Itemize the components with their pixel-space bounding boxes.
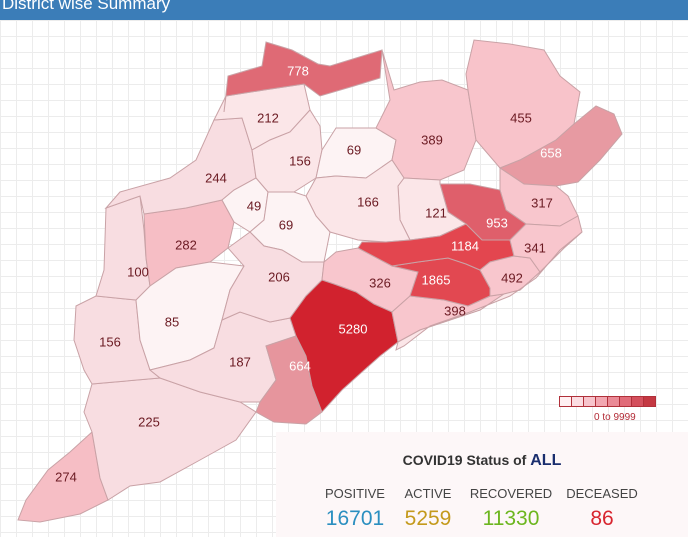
label-212: 212 — [257, 110, 279, 125]
stat-deceased-value: 86 — [590, 507, 614, 530]
color-scale-legend — [559, 396, 656, 407]
stat-recovered-value: 11330 — [482, 507, 540, 530]
stat-deceased: DECEASED 86 — [560, 486, 644, 531]
label-455: 455 — [510, 110, 532, 125]
label-5280: 5280 — [339, 321, 368, 336]
label-156-south: 156 — [99, 334, 121, 349]
district-100[interactable] — [95, 195, 151, 301]
status-title-text: COVID19 Status of — [402, 452, 527, 468]
stat-active: ACTIVE 5259 — [390, 486, 466, 531]
label-100: 100 — [127, 264, 149, 279]
legend-swatch-8 — [644, 397, 655, 406]
label-85: 85 — [165, 314, 179, 329]
page-header: District wise Summary — [0, 0, 688, 20]
label-658: 658 — [540, 145, 562, 160]
label-317: 317 — [531, 195, 553, 210]
status-panel: COVID19 Status of ALL POSITIVE 16701 ACT… — [276, 432, 688, 537]
label-664: 664 — [289, 358, 311, 373]
stat-recovered: RECOVERED 11330 — [464, 486, 558, 531]
district-389[interactable] — [375, 49, 477, 181]
label-225: 225 — [138, 414, 160, 429]
label-69-central: 69 — [279, 217, 293, 232]
legend-swatch-5 — [608, 397, 620, 406]
label-244: 244 — [205, 170, 227, 185]
legend-swatch-6 — [620, 397, 632, 406]
label-49: 49 — [247, 198, 261, 213]
stat-active-label: ACTIVE — [404, 486, 452, 501]
label-69-north: 69 — [347, 142, 361, 157]
district-5280[interactable] — [289, 279, 399, 413]
status-selection: ALL — [530, 452, 562, 469]
label-778: 778 — [287, 63, 309, 78]
label-166: 166 — [357, 194, 379, 209]
stat-active-value: 5259 — [404, 507, 452, 530]
district-658[interactable] — [498, 105, 623, 187]
district-coastal-strip — [395, 231, 583, 351]
stat-positive-label: POSITIVE — [325, 486, 385, 501]
label-389: 389 — [421, 132, 443, 147]
label-1184: 1184 — [451, 238, 479, 253]
legend-swatch-1 — [560, 397, 572, 406]
label-156-north: 156 — [289, 153, 311, 168]
stat-deceased-label: DECEASED — [566, 486, 638, 501]
label-206: 206 — [268, 269, 290, 284]
legend-swatch-4 — [596, 397, 608, 406]
label-274: 274 — [55, 469, 77, 484]
label-953: 953 — [486, 215, 508, 230]
label-187: 187 — [229, 354, 251, 369]
status-title: COVID19 Status of ALL — [276, 452, 688, 470]
legend-swatch-7 — [632, 397, 644, 406]
page-title: District wise Summary — [2, 0, 171, 13]
stat-positive: POSITIVE 16701 — [310, 486, 400, 531]
label-341: 341 — [524, 240, 546, 255]
stat-positive-value: 16701 — [325, 507, 385, 530]
label-326: 326 — [369, 275, 391, 290]
label-492: 492 — [501, 270, 523, 285]
label-398: 398 — [444, 303, 466, 318]
stat-recovered-label: RECOVERED — [469, 486, 553, 501]
legend-swatch-3 — [584, 397, 596, 406]
legend-swatch-2 — [572, 397, 584, 406]
label-282: 282 — [175, 237, 197, 252]
label-121: 121 — [425, 205, 447, 220]
legend-range-label: 0 to 9999 — [594, 412, 636, 423]
label-1865: 1865 — [422, 272, 451, 287]
